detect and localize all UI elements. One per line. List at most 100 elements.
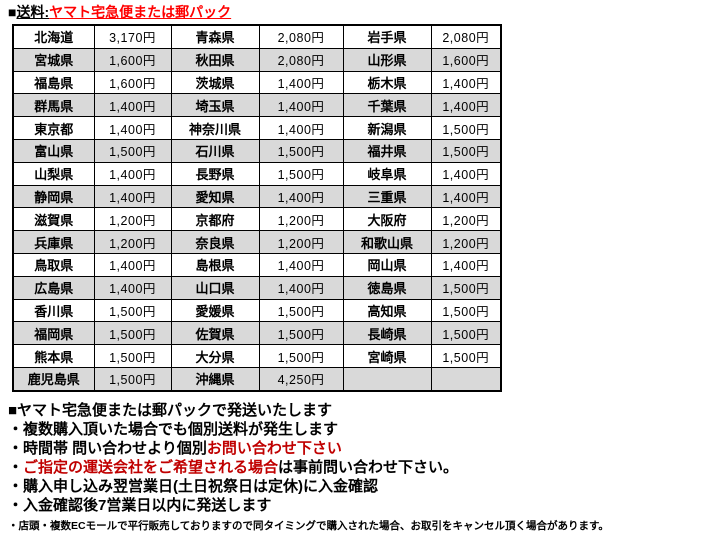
prefecture-cell: 山梨県 (12, 161, 95, 186)
prefecture-cell: 佐賀県 (170, 321, 260, 346)
shipping-notes: ■ヤマト宅急便または郵パックで発送いたします ・複数購入頂いた場合でも個別送料が… (8, 401, 609, 533)
price-cell: 1,500円 (258, 344, 344, 368)
prefecture-cell: 鳥取県 (12, 252, 95, 277)
price-cell: 1,200円 (430, 230, 502, 254)
price-cell: 1,400円 (93, 184, 172, 209)
prefecture-cell: 神奈川県 (170, 116, 260, 140)
note-bullet-red-text: ご指定の運送会社をご希望される場合 (23, 459, 279, 476)
price-cell: 1,400円 (93, 93, 172, 118)
table-row: 福岡県 1,500円 佐賀県 1,500円 長崎県 1,500円 (12, 321, 502, 346)
price-cell: 1,500円 (430, 138, 502, 163)
prefecture-cell: 富山県 (12, 138, 95, 163)
shipping-table-body: 北海道 3,170円 青森県 2,080円 岩手県 2,080円 宮城県 1,600円 秋田県 2… (12, 24, 502, 392)
prefecture-cell: 東京都 (12, 116, 95, 140)
table-row: 山梨県 1,400円 長野県 1,500円 岐阜県 1,400円 (12, 161, 502, 186)
table-row: 北海道 3,170円 青森県 2,080円 岩手県 2,080円 (12, 24, 502, 49)
price-cell: 1,500円 (93, 298, 172, 323)
title-highlight: ヤマト宅急便または郵パック (49, 4, 232, 20)
prefecture-cell: 千葉県 (342, 93, 432, 118)
table-row: 福島県 1,600円 茨城県 1,400円 栃木県 1,400円 (12, 70, 502, 95)
prefecture-cell: 三重県 (342, 184, 432, 209)
price-cell: 1,200円 (258, 230, 344, 254)
prefecture-cell: 兵庫県 (12, 230, 95, 254)
price-cell: 1,500円 (93, 321, 172, 346)
price-cell: 1,400円 (430, 184, 502, 209)
price-cell: 1,200円 (430, 207, 502, 232)
price-cell: 1,400円 (430, 93, 502, 118)
prefecture-cell: 福岡県 (12, 321, 95, 346)
notes-heading: ■ヤマト宅急便または郵パックで発送いたします (8, 402, 333, 419)
prefecture-cell: 島根県 (170, 252, 260, 277)
price-cell (430, 366, 502, 392)
prefecture-cell: 徳島県 (342, 275, 432, 300)
table-row: 広島県 1,400円 山口県 1,400円 徳島県 1,500円 (12, 275, 502, 300)
prefecture-cell: 福島県 (12, 70, 95, 95)
price-cell: 1,600円 (93, 70, 172, 95)
price-cell: 1,500円 (430, 298, 502, 323)
prefecture-cell: 埼玉県 (170, 93, 260, 118)
shipping-fee-table: 北海道 3,170円 青森県 2,080円 岩手県 2,080円 宮城県 1,600円 秋田県 2… (12, 24, 502, 392)
table-row: 富山県 1,500円 石川県 1,500円 福井県 1,500円 (12, 138, 502, 163)
price-cell: 1,500円 (258, 298, 344, 323)
prefecture-cell: 宮城県 (12, 47, 95, 72)
price-cell: 1,600円 (93, 47, 172, 72)
price-cell: 1,500円 (430, 116, 502, 140)
prefecture-cell: 茨城県 (170, 70, 260, 95)
prefecture-cell: 石川県 (170, 138, 260, 163)
price-cell: 1,400円 (430, 252, 502, 277)
table-row: 滋賀県 1,200円 京都府 1,200円 大阪府 1,200円 (12, 207, 502, 232)
price-cell: 1,500円 (258, 138, 344, 163)
prefecture-cell: 愛媛県 (170, 298, 260, 323)
table-row: 兵庫県 1,200円 奈良県 1,200円 和歌山県 1,200円 (12, 230, 502, 254)
prefecture-cell: 栃木県 (342, 70, 432, 95)
price-cell: 1,500円 (258, 321, 344, 346)
price-cell: 1,600円 (430, 47, 502, 72)
price-cell: 1,500円 (430, 275, 502, 300)
prefecture-cell: 沖縄県 (170, 366, 260, 392)
prefecture-cell: 鹿児島県 (12, 366, 95, 392)
prefecture-cell: 京都府 (170, 207, 260, 232)
page-title: ■送料:ヤマト宅急便または郵パック (8, 2, 231, 22)
table-row: 鹿児島県 1,500円 沖縄県 4,250円 (12, 366, 502, 392)
prefecture-cell: 青森県 (170, 24, 260, 49)
price-cell: 1,400円 (93, 252, 172, 277)
price-cell: 1,400円 (258, 252, 344, 277)
note-bullet: ・購入申し込み翌営業日(土日祝祭日は定休)に入金確認 (8, 477, 609, 496)
price-cell: 1,400円 (93, 116, 172, 140)
prefecture-cell: 秋田県 (170, 47, 260, 72)
price-cell: 1,400円 (258, 184, 344, 209)
notes-bullet-list: ・複数購入頂いた場合でも個別送料が発生します ・時間帯 問い合わせより個別お問い合… (8, 420, 609, 515)
title-label: 送料: (16, 4, 50, 20)
table-row: 熊本県 1,500円 大分県 1,500円 宮崎県 1,500円 (12, 344, 502, 368)
price-cell: 1,200円 (93, 230, 172, 254)
price-cell: 1,500円 (93, 138, 172, 163)
prefecture-cell: 大阪府 (342, 207, 432, 232)
note-bullet-text: ・購入申し込み翌営業日(土日祝祭日は定休)に入金確認 (8, 478, 378, 495)
table-row: 東京都 1,400円 神奈川県 1,400円 新潟県 1,500円 (12, 116, 502, 140)
prefecture-cell: 広島県 (12, 275, 95, 300)
prefecture-cell: 群馬県 (12, 93, 95, 118)
prefecture-cell: 山形県 (342, 47, 432, 72)
note-bullet-text: は事前問い合わせ下さい。 (278, 459, 459, 476)
note-bullet-text: ・入金確認後7営業日以内に発送します (8, 497, 272, 514)
title-square-bullet: ■ (8, 4, 17, 20)
price-cell: 2,080円 (258, 47, 344, 72)
price-cell: 1,500円 (258, 161, 344, 186)
prefecture-cell: 長野県 (170, 161, 260, 186)
price-cell: 1,400円 (93, 275, 172, 300)
price-cell: 2,080円 (430, 24, 502, 49)
table-row: 静岡県 1,400円 愛知県 1,400円 三重県 1,400円 (12, 184, 502, 209)
note-bullet-red-text: お問い合わせ下さい (206, 440, 342, 457)
prefecture-cell: 大分県 (170, 344, 260, 368)
price-cell: 1,400円 (258, 116, 344, 140)
price-cell: 1,200円 (93, 207, 172, 232)
price-cell: 1,400円 (258, 275, 344, 300)
table-row: 群馬県 1,400円 埼玉県 1,400円 千葉県 1,400円 (12, 93, 502, 118)
prefecture-cell: 和歌山県 (342, 230, 432, 254)
prefecture-cell: 愛知県 (170, 184, 260, 209)
prefecture-cell: 岐阜県 (342, 161, 432, 186)
notes-smallprint: ・店頭・複数ECモールで平行販売しておりますので同タイミングで購入された場合、お… (8, 520, 609, 532)
prefecture-cell: 熊本県 (12, 344, 95, 368)
price-cell: 1,400円 (258, 70, 344, 95)
